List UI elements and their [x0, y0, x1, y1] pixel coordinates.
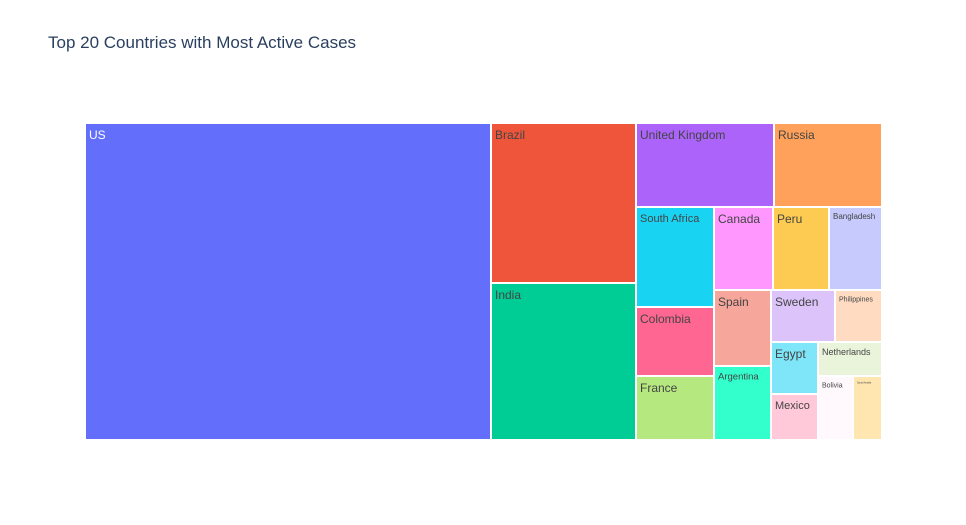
tile-rect-bolivia[interactable]	[819, 377, 852, 439]
tile-united-kingdom[interactable]: United Kingdom	[637, 124, 773, 206]
tile-rect-spain[interactable]	[715, 291, 770, 365]
tile-rect-saudi-arabia[interactable]	[854, 377, 881, 439]
tile-label-netherlands: Netherlands	[822, 347, 871, 357]
tile-label-russia: Russia	[778, 128, 815, 142]
tile-france[interactable]: France	[637, 377, 713, 439]
tile-philippines[interactable]: Philippines	[836, 291, 881, 341]
tile-argentina[interactable]: Argentina	[715, 367, 770, 439]
tile-brazil[interactable]: Brazil	[492, 124, 635, 282]
tile-sweden[interactable]: Sweden	[772, 291, 834, 341]
tile-label-colombia: Colombia	[640, 312, 691, 326]
tile-label-peru: Peru	[777, 212, 802, 226]
tile-rect-india[interactable]	[492, 284, 635, 439]
tile-rect-netherlands[interactable]	[819, 343, 881, 375]
tile-label-brazil: Brazil	[495, 128, 525, 142]
tile-label-spain: Spain	[718, 295, 749, 309]
tile-rect-sweden[interactable]	[772, 291, 834, 341]
tile-russia[interactable]: Russia	[775, 124, 881, 206]
tile-rect-colombia[interactable]	[637, 308, 713, 375]
tile-bangladesh[interactable]: Bangladesh	[830, 208, 881, 289]
tile-label-france: France	[640, 381, 678, 395]
tile-south-africa[interactable]: South Africa	[637, 208, 713, 306]
tile-label-bolivia: Bolivia	[822, 382, 843, 389]
tile-netherlands[interactable]: Netherlands	[819, 343, 881, 375]
tile-rect-brazil[interactable]	[492, 124, 635, 282]
chart-title: Top 20 Countries with Most Active Cases	[48, 33, 357, 52]
tile-peru[interactable]: Peru	[774, 208, 828, 289]
tile-label-south-africa: South Africa	[640, 213, 700, 225]
tile-label-sweden: Sweden	[775, 295, 818, 309]
tile-rect-argentina[interactable]	[715, 367, 770, 439]
tile-rect-us[interactable]	[86, 124, 490, 439]
tile-label-egypt: Egypt	[775, 347, 806, 361]
tile-label-india: India	[495, 288, 521, 302]
tile-label-united-kingdom: United Kingdom	[640, 128, 725, 142]
tile-rect-bangladesh[interactable]	[830, 208, 881, 289]
tile-rect-south-africa[interactable]	[637, 208, 713, 306]
tile-label-argentina: Argentina	[718, 372, 759, 383]
tile-canada[interactable]: Canada	[715, 208, 772, 289]
tile-india[interactable]: India	[492, 284, 635, 439]
tile-rect-egypt[interactable]	[772, 343, 817, 393]
tile-colombia[interactable]: Colombia	[637, 308, 713, 375]
tile-rect-philippines[interactable]	[836, 291, 881, 341]
tile-label-saudi-arabia: Saudi Arabia	[857, 381, 872, 384]
tile-egypt[interactable]: Egypt	[772, 343, 817, 393]
tile-mexico[interactable]: Mexico	[772, 395, 817, 439]
tile-rect-peru[interactable]	[774, 208, 828, 289]
tile-rect-russia[interactable]	[775, 124, 881, 206]
tile-rect-france[interactable]	[637, 377, 713, 439]
tile-rect-united-kingdom[interactable]	[637, 124, 773, 206]
tile-label-bangladesh: Bangladesh	[833, 212, 875, 221]
tile-label-us: US	[89, 128, 106, 142]
tile-us[interactable]: US	[86, 124, 490, 439]
tile-rect-mexico[interactable]	[772, 395, 817, 439]
tile-spain[interactable]: Spain	[715, 291, 770, 365]
tile-bolivia[interactable]: Bolivia	[819, 377, 852, 439]
tile-rect-canada[interactable]	[715, 208, 772, 289]
tile-label-canada: Canada	[718, 212, 760, 226]
tile-saudi-arabia[interactable]: Saudi Arabia	[854, 377, 881, 439]
tile-label-philippines: Philippines	[839, 296, 873, 303]
tile-label-mexico: Mexico	[775, 400, 810, 412]
